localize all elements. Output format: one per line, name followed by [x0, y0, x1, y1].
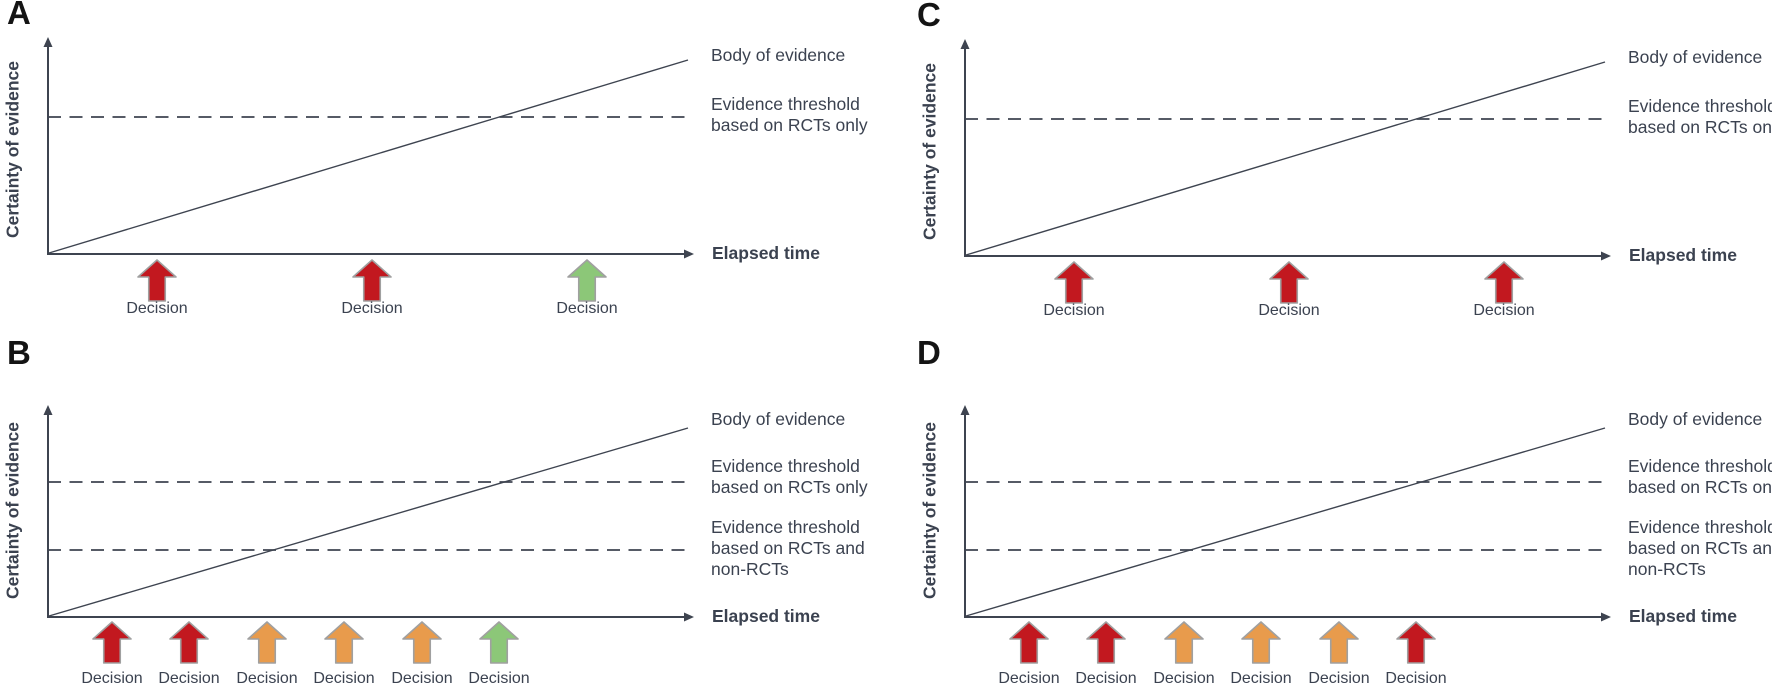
decision-label: Decision	[1308, 670, 1370, 687]
decision-arrow-icon-red	[1396, 621, 1436, 664]
x-axis-arrowhead-icon	[684, 612, 694, 622]
y-axis-arrowhead-icon	[960, 405, 970, 415]
decision-label: Decision	[81, 670, 143, 687]
body-of-evidence-line	[965, 61, 1606, 256]
body-of-evidence-label: Body of evidence	[1628, 47, 1763, 67]
decision-label: Decision	[998, 670, 1060, 687]
decision-arrow-icon-red	[169, 621, 209, 664]
rct-threshold-label-line2: based on RCTs only	[1628, 117, 1772, 137]
decision-label: Decision	[1153, 670, 1215, 687]
body-of-evidence-label: Body of evidence	[711, 45, 846, 65]
decision-arrow-icon-red	[137, 259, 177, 302]
panel-letter: B	[7, 334, 32, 371]
decision-arrow-icon-red	[92, 621, 132, 664]
x-axis-label: Elapsed time	[712, 243, 820, 263]
panel-letter: D	[917, 334, 942, 371]
rct-threshold-label-line2: based on RCTs only	[711, 115, 868, 135]
rct-threshold-label-line2: based on RCTs only	[1628, 477, 1772, 497]
decision-label: Decision	[1258, 302, 1320, 319]
decision-label: Decision	[468, 670, 530, 687]
decision-label: Decision	[1385, 670, 1447, 687]
decision-label: Decision	[1075, 670, 1137, 687]
decision-label: Decision	[158, 670, 220, 687]
decision-arrow-icon-red	[1484, 261, 1524, 304]
body-of-evidence-line	[965, 427, 1606, 617]
panel-a: A Certainty of evidence Body of evidence Ev…	[0, 0, 868, 330]
rct-threshold-label-line1: Evidence threshold	[711, 456, 860, 476]
rct-threshold-label: Evidence threshold based on RCTs only	[711, 456, 868, 498]
decision-arrow-icon-green	[479, 621, 519, 664]
nonrct-threshold-label-line3: non-RCTs	[711, 559, 789, 579]
decision-arrow-icon-red	[1269, 261, 1309, 304]
rct-threshold-label-line1: Evidence threshold	[1628, 456, 1772, 476]
nonrct-threshold-label-line2: based on RCTs and	[711, 538, 865, 558]
y-axis-arrowhead-icon	[960, 39, 970, 49]
decision-label: Decision	[391, 670, 453, 687]
x-axis-arrowhead-icon	[684, 249, 694, 259]
body-of-evidence-line	[48, 427, 689, 617]
panel-letter: C	[917, 0, 942, 33]
decision-label: Decision	[313, 670, 375, 687]
panel-c-drawing	[960, 39, 1611, 304]
decision-label: Decision	[556, 300, 618, 317]
y-axis-label: Certainty of evidence	[2, 422, 23, 599]
decision-label: Decision	[236, 670, 298, 687]
rct-threshold-label-line1: Evidence threshold	[711, 94, 860, 114]
body-of-evidence-label: Body of evidence	[711, 409, 846, 429]
non-rct-threshold-label: Evidence threshold based on RCTs and non-R…	[1628, 517, 1772, 580]
body-of-evidence-label: Body of evidence	[1628, 409, 1763, 429]
body-of-evidence-line	[48, 59, 689, 254]
decision-arrow-icon-orange	[1241, 621, 1281, 664]
x-axis-label: Elapsed time	[712, 606, 820, 626]
decision-label: Decision	[126, 300, 188, 317]
panel-letter: A	[7, 0, 32, 31]
x-axis-label: Elapsed time	[1629, 606, 1737, 626]
x-axis-arrowhead-icon	[1601, 612, 1611, 622]
decision-arrow-icon-red	[1086, 621, 1126, 664]
y-axis-arrowhead-icon	[43, 405, 53, 415]
y-axis-label: Certainty of evidence	[919, 422, 940, 599]
decision-arrow-icon-red	[1009, 621, 1049, 664]
rct-threshold-label: Evidence threshold based on RCTs only	[1628, 96, 1772, 138]
panel-a-drawing	[43, 37, 694, 302]
decision-label: Decision	[341, 300, 403, 317]
decision-label: Decision	[1473, 302, 1535, 319]
decision-label: Decision	[1043, 302, 1105, 319]
panel-b: B Certainty of evidence Body of evidence Ev…	[0, 334, 868, 689]
rct-threshold-label-line2: based on RCTs only	[711, 477, 868, 497]
decision-arrow-icon-red	[352, 259, 392, 302]
y-axis-label: Certainty of evidence	[919, 63, 940, 240]
x-axis-arrowhead-icon	[1601, 251, 1611, 261]
decision-arrow-icon-orange	[402, 621, 442, 664]
rct-threshold-label-line1: Evidence threshold	[1628, 96, 1772, 116]
panel-d-drawing	[960, 405, 1611, 664]
decision-arrow-icon-orange	[324, 621, 364, 664]
nonrct-threshold-label-line3: non-RCTs	[1628, 559, 1706, 579]
panel-c: C Certainty of evidence Body of evidence Ev…	[917, 0, 1772, 332]
decision-arrow-icon-orange	[1164, 621, 1204, 664]
rct-threshold-label: Evidence threshold based on RCTs only	[711, 94, 868, 136]
rct-threshold-label: Evidence threshold based on RCTs only	[1628, 456, 1772, 498]
x-axis-label: Elapsed time	[1629, 245, 1737, 265]
nonrct-threshold-label-line1: Evidence threshold	[1628, 517, 1772, 537]
decision-arrow-icon-green	[567, 259, 607, 302]
nonrct-threshold-label-line1: Evidence threshold	[711, 517, 860, 537]
y-axis-label: Certainty of evidence	[2, 61, 23, 238]
panel-d: D Certainty of evidence Body of evidence Ev…	[917, 334, 1772, 689]
decision-label: Decision	[1230, 670, 1292, 687]
panel-b-drawing	[43, 405, 694, 664]
decision-arrow-icon-red	[1054, 261, 1094, 304]
decision-arrow-icon-orange	[247, 621, 287, 664]
decision-arrow-icon-orange	[1319, 621, 1359, 664]
nonrct-threshold-label-line2: based on RCTs and	[1628, 538, 1772, 558]
y-axis-arrowhead-icon	[43, 37, 53, 47]
non-rct-threshold-label: Evidence threshold based on RCTs and non-R…	[711, 517, 865, 580]
